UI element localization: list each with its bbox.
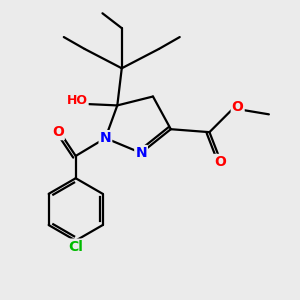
Text: O: O	[52, 125, 64, 139]
Text: Cl: Cl	[68, 240, 83, 254]
Text: N: N	[135, 146, 147, 160]
Text: O: O	[214, 155, 226, 169]
Text: N: N	[100, 131, 111, 145]
Text: O: O	[232, 100, 244, 114]
Text: HO: HO	[67, 94, 88, 107]
